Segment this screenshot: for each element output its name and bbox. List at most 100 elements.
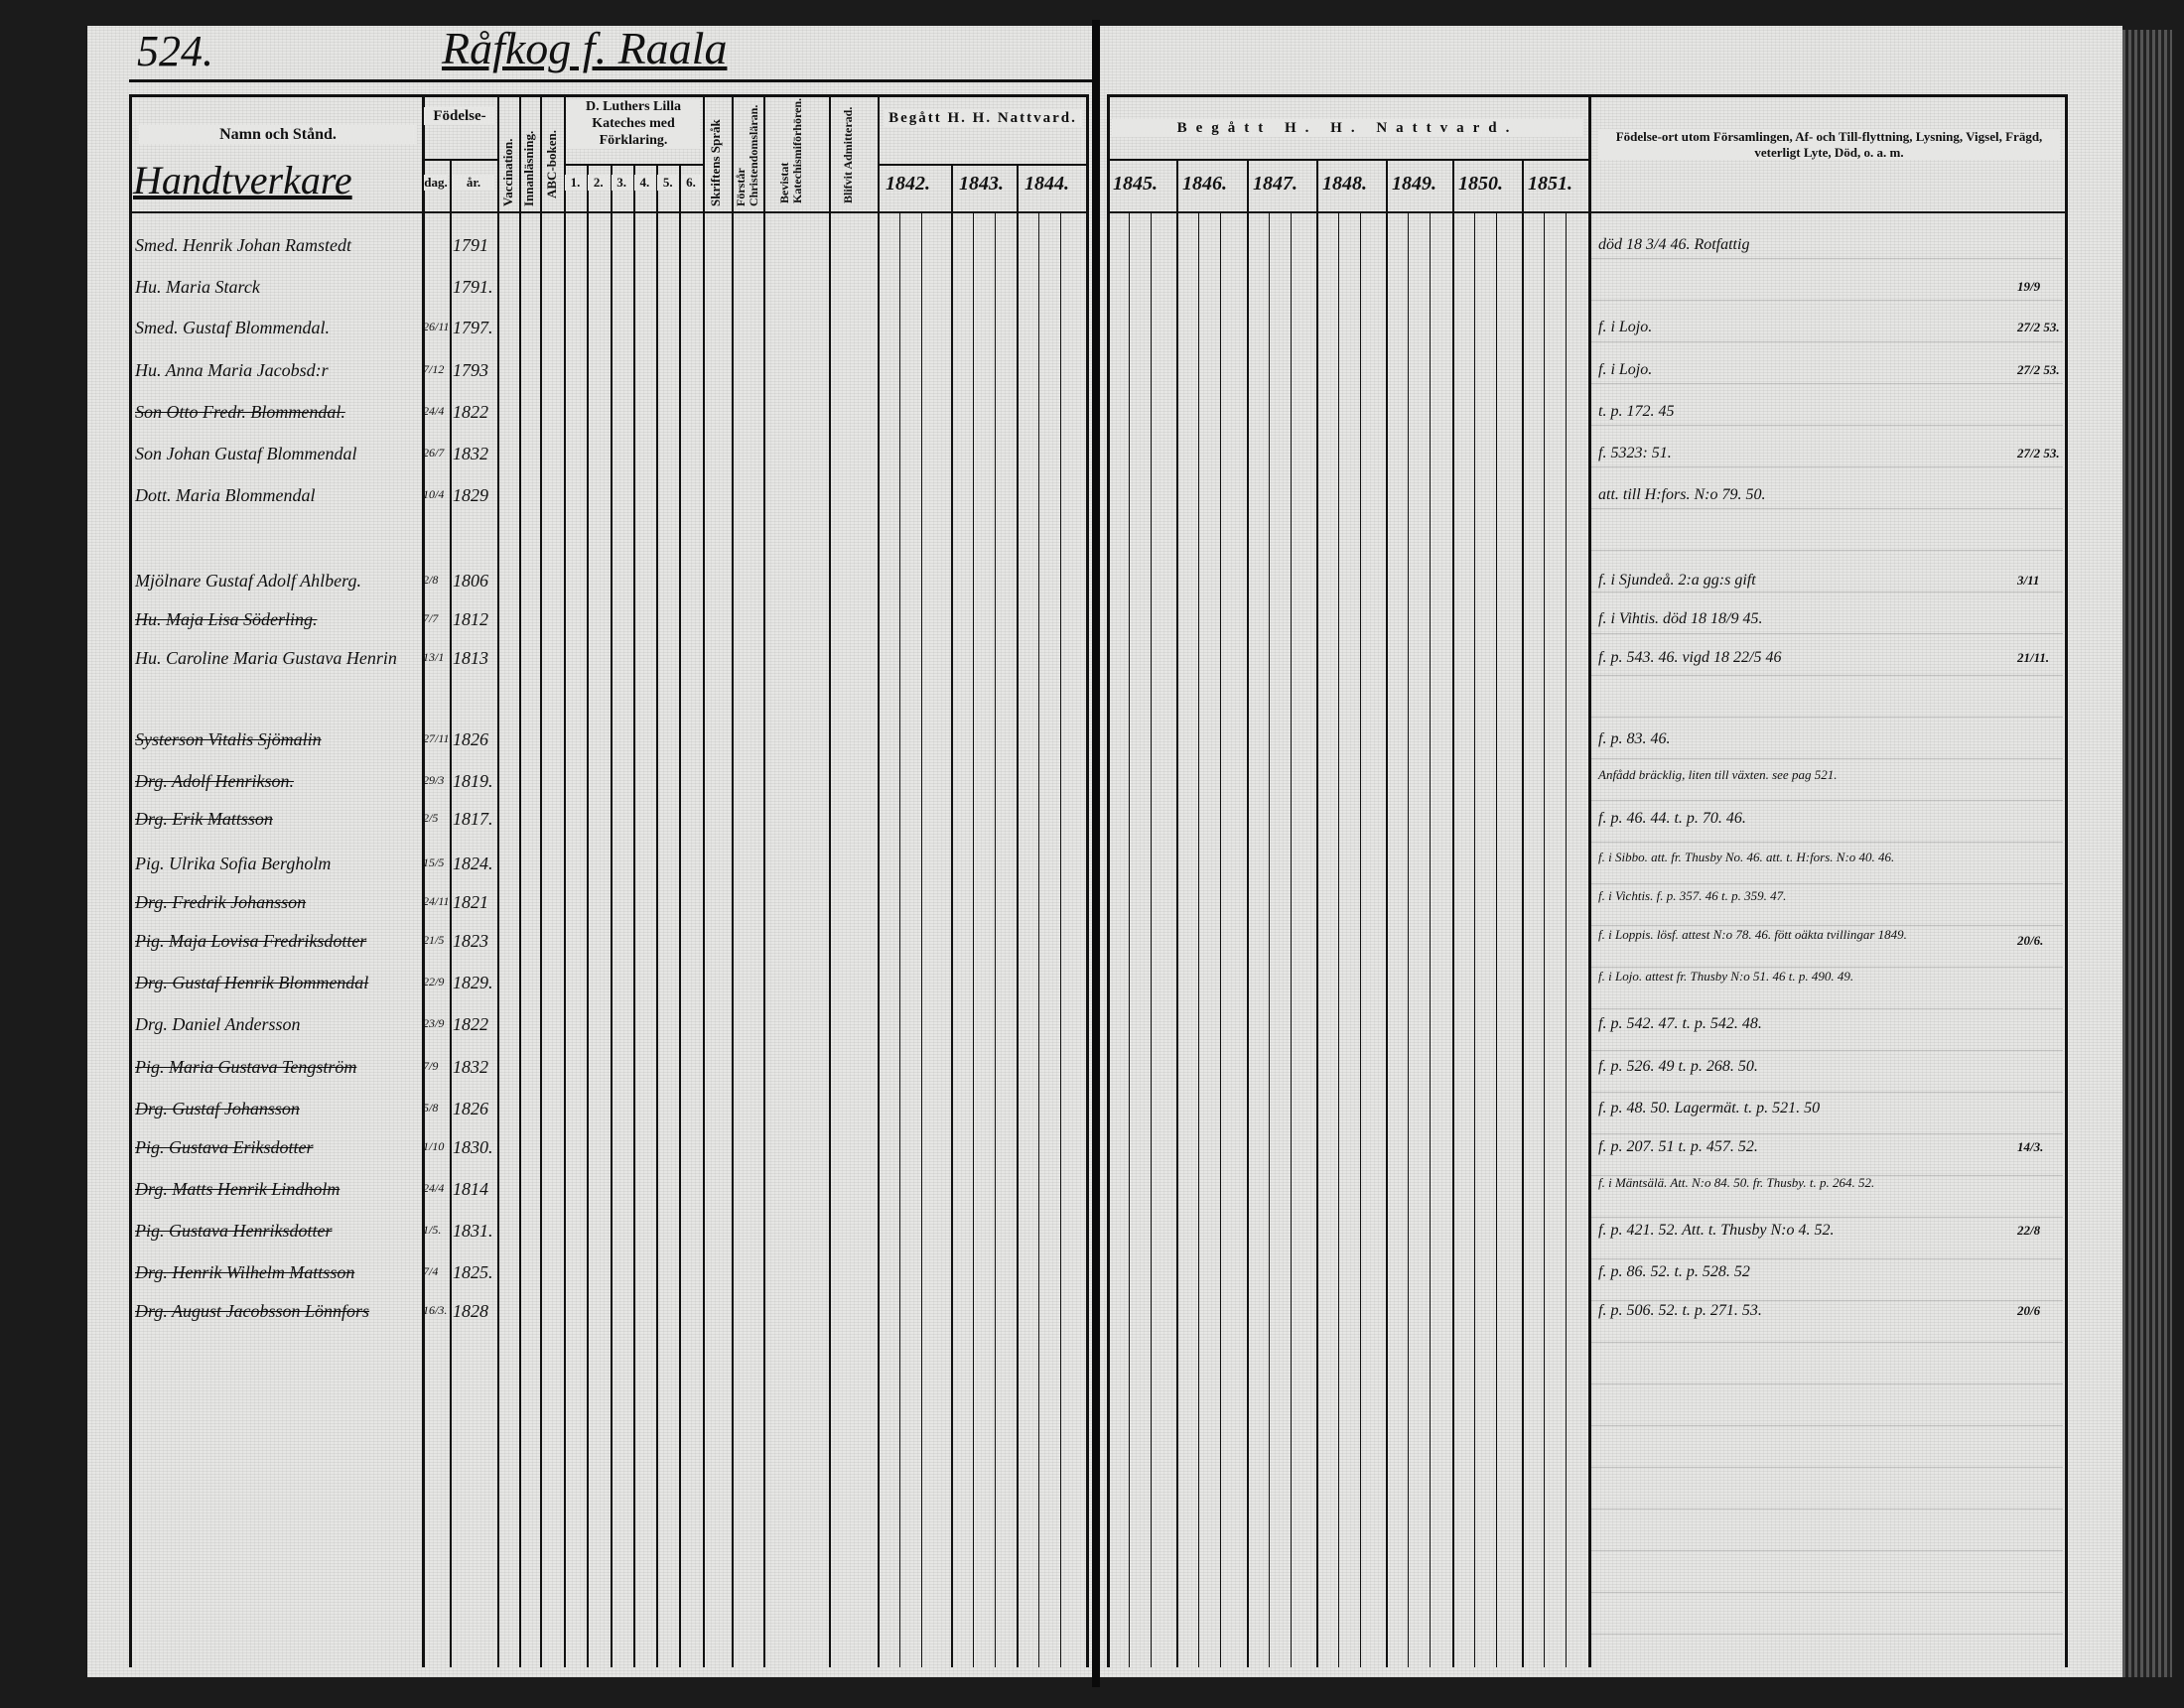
entry-birth-year: 1812 <box>453 609 488 629</box>
entry-name: Drg. Fredrik Johansson <box>135 892 307 912</box>
year-subrule <box>921 211 922 1667</box>
entry-margin-date: 14/3. <box>2017 1139 2044 1154</box>
entry-birth-year: 1829. <box>453 973 493 992</box>
remarks-ruling <box>1591 383 2063 384</box>
year-subrule <box>1408 211 1409 1667</box>
column-rule <box>1176 159 1178 1667</box>
column-rule <box>1588 94 1591 1667</box>
remarks-ruling <box>1591 1383 2063 1384</box>
entry-birth-year: 1824. <box>453 854 493 873</box>
remarks-ruling <box>1591 1509 2063 1510</box>
remarks-ruling <box>1591 1300 2063 1301</box>
page-number: 524. <box>137 27 213 75</box>
column-rule <box>587 164 589 1667</box>
column-rule <box>951 164 953 1667</box>
remarks-ruling <box>1591 1050 2063 1051</box>
year-subrule <box>1151 211 1152 1667</box>
year-subrule <box>1496 211 1497 1667</box>
year-subrule <box>1430 211 1431 1667</box>
remarks-ruling <box>1591 1425 2063 1426</box>
remarks-ruling <box>1591 1217 2063 1218</box>
remarks-ruling <box>1591 425 2063 426</box>
entry-birth-day: 13/1 <box>423 650 445 664</box>
year-subrule <box>1038 211 1039 1667</box>
column-rule <box>656 164 658 1667</box>
entry-remark: f. i Lojo. <box>1598 361 1653 378</box>
header-catechism-part: 2. <box>588 175 610 191</box>
entry-name: Pig. Maria Gustava Tengström <box>135 1057 357 1077</box>
column-rule <box>878 94 880 1667</box>
header-year: 1851. <box>1528 173 1572 195</box>
entry-remark: f. p. 506. 52. t. p. 271. 53. <box>1598 1302 1762 1319</box>
column-rule <box>703 94 705 1667</box>
year-subrule <box>1220 211 1221 1667</box>
entry-name: Drg. Gustaf Johansson <box>135 1099 300 1118</box>
entry-birth-year: 1813 <box>453 648 488 668</box>
entry-birth-year: 1817. <box>453 809 493 829</box>
entry-birth-day: 1/10 <box>423 1139 445 1153</box>
entry-remark: t. p. 172. 45 <box>1598 403 1675 420</box>
entry-birth-day: 16/3. <box>423 1303 448 1317</box>
entry-name: Drg. Daniel Andersson <box>135 1014 301 1034</box>
header-top-rule <box>1107 94 2068 97</box>
column-rule <box>564 94 566 1667</box>
entry-remark: f. p. 86. 52. t. p. 528. 52 <box>1598 1263 1750 1280</box>
entry-name: Pig. Ulrika Sofia Bergholm <box>135 854 332 873</box>
entry-birth-year: 1793 <box>453 360 488 380</box>
header-bottom-rule <box>1107 211 2068 213</box>
subheader-rule <box>878 164 1086 166</box>
entry-birth-year: 1814 <box>453 1179 488 1199</box>
subheader-rule <box>1107 159 1588 161</box>
year-subrule <box>899 211 900 1667</box>
remarks-ruling <box>1591 842 2063 843</box>
year-subrule <box>1129 211 1130 1667</box>
year-subrule <box>1060 211 1061 1667</box>
entry-birth-day: 26/11 <box>423 320 450 333</box>
entry-remark: f. p. 526. 49 t. p. 268. 50. <box>1598 1058 1758 1075</box>
header-year: 1845. <box>1113 173 1158 195</box>
remarks-ruling <box>1591 1092 2063 1093</box>
entry-birth-day: 29/3 <box>423 773 445 787</box>
header-abc: ABC-boken. <box>544 130 559 198</box>
header-year: 1847. <box>1253 173 1297 195</box>
entry-birth-year: 1797. <box>453 318 493 337</box>
entry-name: Son Johan Gustaf Blommendal <box>135 444 357 463</box>
year-subrule <box>1474 211 1475 1667</box>
entry-name: Drg. August Jacobsson Lönnfors <box>135 1301 370 1321</box>
remarks-ruling <box>1591 967 2063 968</box>
entry-name: Drg. Adolf Henrikson. <box>135 771 294 791</box>
remarks-ruling <box>1591 466 2063 467</box>
column-rule <box>422 94 425 1667</box>
header-vaccination: Vaccination. <box>500 138 515 207</box>
column-rule <box>1086 94 1089 1667</box>
entry-birth-year: 1806 <box>453 571 488 591</box>
remarks-ruling <box>1591 1342 2063 1343</box>
entry-name: Pig. Gustava Eriksdotter <box>135 1137 314 1157</box>
entry-birth-day: 7/9 <box>423 1059 439 1073</box>
column-rule <box>1386 159 1388 1667</box>
entry-margin-date: 3/11 <box>2017 573 2040 588</box>
entry-margin-date: 20/6 <box>2017 1303 2041 1318</box>
entry-name: Smed. Gustaf Blommendal. <box>135 318 330 337</box>
remarks-ruling <box>1591 633 2063 634</box>
header-year: 1846. <box>1182 173 1227 195</box>
remarks-ruling <box>1591 1258 2063 1259</box>
entry-margin-date: 20/6. <box>2017 933 2044 948</box>
header-remarks: Födelse-ort utom Församlingen, Af- och T… <box>1598 129 2060 161</box>
subheader-rule <box>564 164 703 166</box>
remarks-ruling <box>1591 1175 2063 1176</box>
header-bottom-rule <box>129 211 1088 213</box>
remarks-ruling <box>1591 1592 2063 1593</box>
column-rule <box>1316 159 1318 1667</box>
entry-remark: f. i Lojo. attest fr. Thusby N:o 51. 46 … <box>1598 969 1854 984</box>
remarks-ruling <box>1591 508 2063 509</box>
header-birth-year: år. <box>453 175 494 191</box>
header-birth-day: dag. <box>424 175 448 191</box>
column-rule <box>1452 159 1454 1667</box>
column-rule <box>497 94 499 1667</box>
remarks-ruling <box>1591 1550 2063 1551</box>
column-rule <box>732 94 734 1667</box>
entry-name: Drg. Erik Mattsson <box>135 809 273 829</box>
remarks-ruling <box>1591 591 2063 592</box>
entry-birth-day: 27/11 <box>423 731 450 745</box>
